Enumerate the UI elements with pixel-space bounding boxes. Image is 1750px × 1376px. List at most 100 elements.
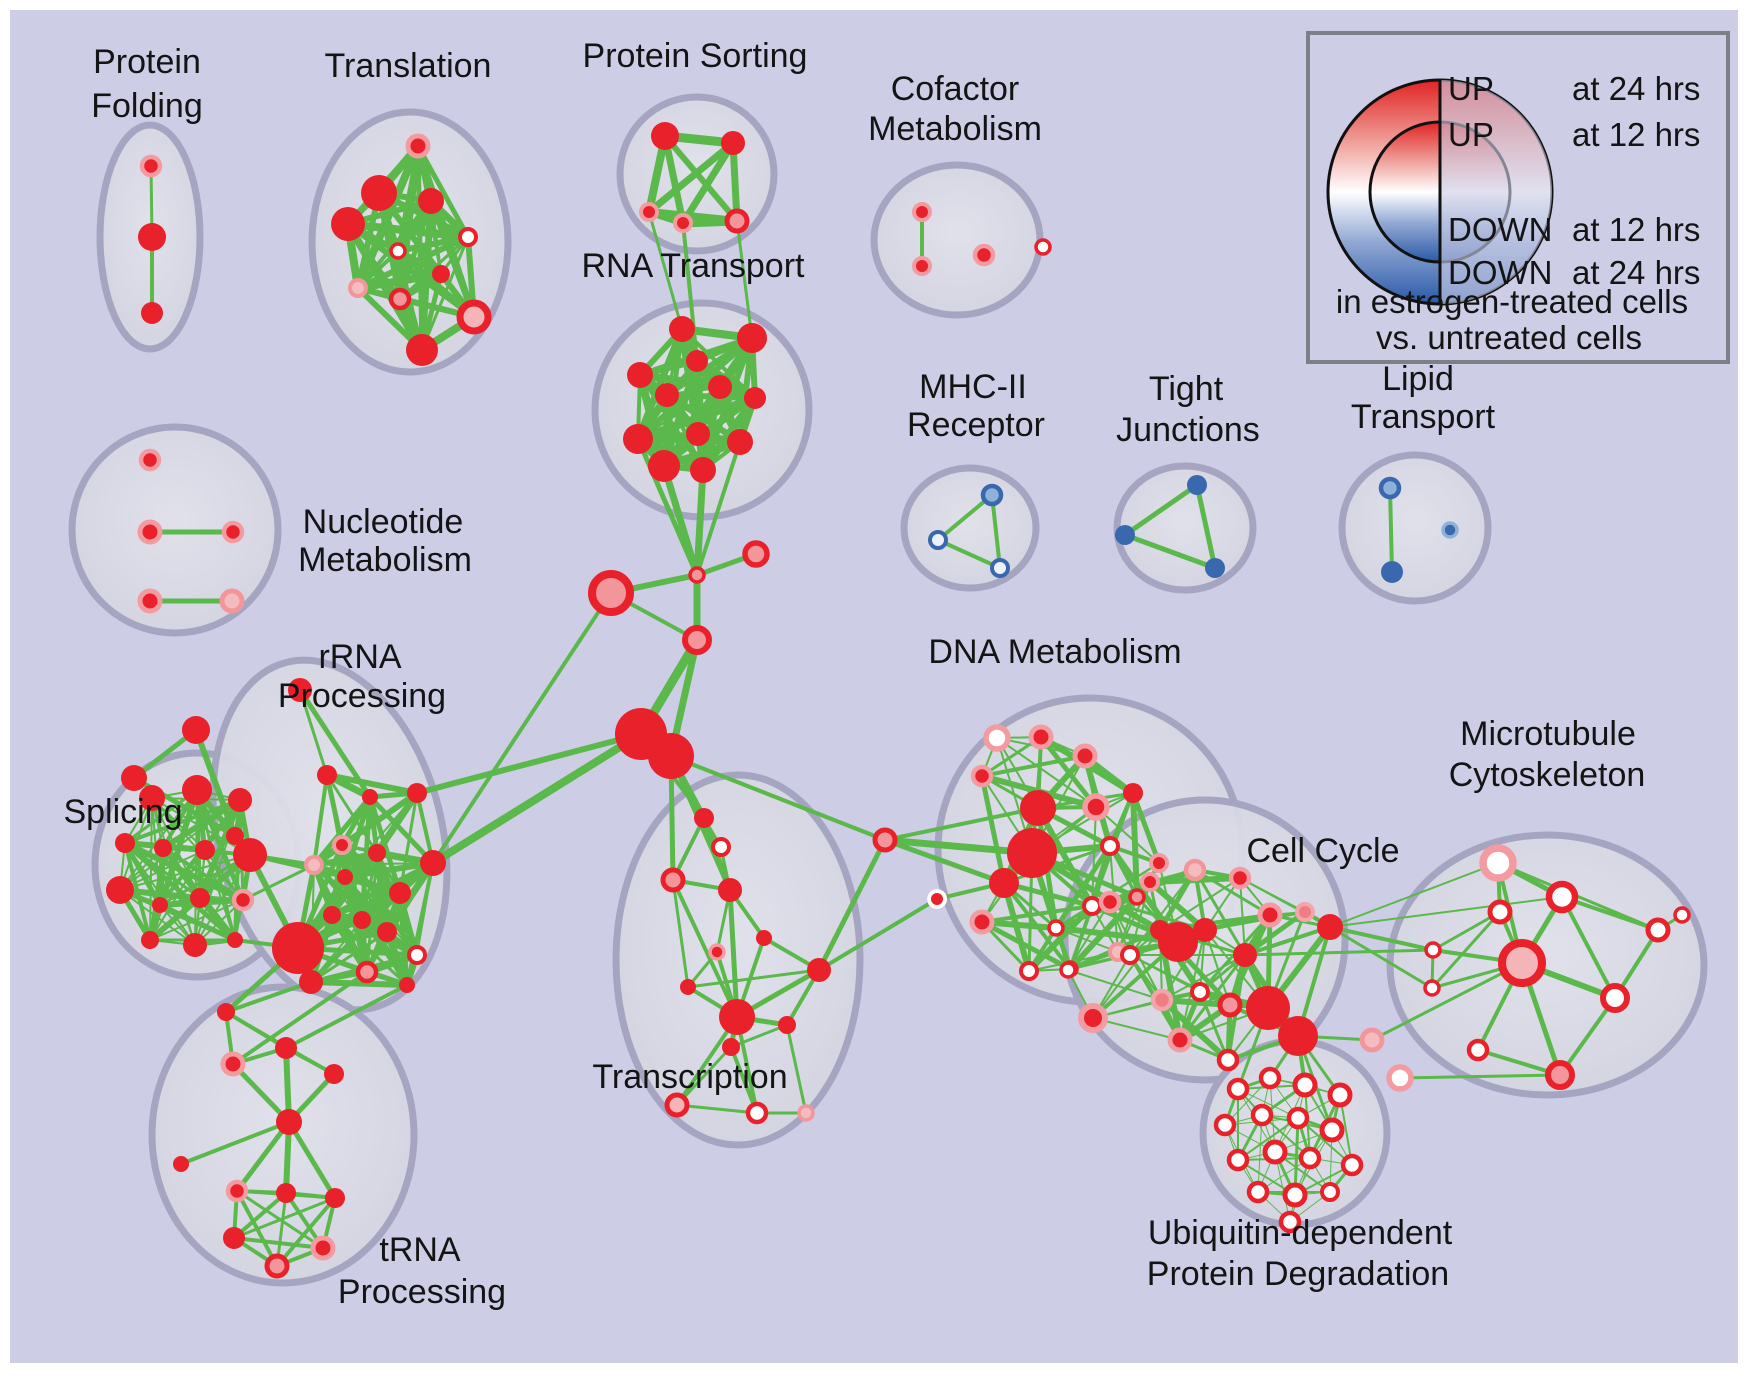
network-edge xyxy=(295,731,644,951)
network-node xyxy=(182,716,210,744)
network-node xyxy=(223,1227,245,1249)
network-edge xyxy=(308,979,410,988)
network-edge xyxy=(1242,909,1308,958)
network-edge xyxy=(1257,1114,1263,1193)
network-node xyxy=(1246,986,1290,1030)
network-edge xyxy=(936,538,1002,570)
network-node xyxy=(686,350,708,372)
network-node xyxy=(389,882,411,904)
network-node xyxy=(407,945,427,965)
network-node xyxy=(138,223,166,251)
network-node xyxy=(1424,941,1442,959)
network-node xyxy=(623,424,653,454)
network-node xyxy=(1673,906,1691,924)
network-node xyxy=(1498,939,1546,987)
network-node xyxy=(1295,902,1315,922)
label-ubiquitin-dependent-protein-degradation: Protein Degradation xyxy=(1147,1255,1449,1293)
network-node xyxy=(727,429,753,455)
label-tight-junctions: Junctions xyxy=(1116,411,1260,449)
network-node xyxy=(660,867,686,893)
network-edge xyxy=(324,772,420,796)
network-node xyxy=(1246,1180,1270,1204)
label-mhc-ii-receptor: MHC-II xyxy=(919,368,1027,406)
label-protein-folding: Protein xyxy=(93,43,201,81)
network-edge xyxy=(1328,925,1434,990)
network-node xyxy=(1228,866,1252,890)
legend-direction-label: DOWN xyxy=(1448,211,1552,248)
network-node xyxy=(190,888,210,908)
network-node xyxy=(1187,475,1207,495)
network-node xyxy=(778,1016,796,1034)
network-edge xyxy=(695,440,742,577)
network-edge xyxy=(635,436,700,578)
network-edge xyxy=(664,392,743,445)
network-node xyxy=(1100,836,1120,856)
network-node xyxy=(1082,793,1110,821)
network-edge xyxy=(1067,969,1163,1001)
network-node xyxy=(152,897,168,913)
legend-box xyxy=(1306,31,1730,364)
network-edge xyxy=(936,493,994,542)
network-node xyxy=(970,764,994,788)
network-edge xyxy=(149,899,244,941)
network-edge xyxy=(980,904,1094,924)
network-node xyxy=(655,383,679,407)
label-trna-processing: tRNA xyxy=(379,1231,461,1269)
network-node xyxy=(304,855,324,875)
network-node xyxy=(1423,979,1441,997)
network-node xyxy=(272,922,324,974)
network-edge xyxy=(1002,844,1112,885)
network-node xyxy=(362,789,378,805)
network-edge xyxy=(675,1045,733,1107)
network-node xyxy=(1150,988,1174,1012)
network-edge xyxy=(882,837,1007,886)
label-rrna-processing: rRNA xyxy=(318,638,401,676)
network-node xyxy=(1120,945,1140,965)
network-node xyxy=(276,1109,302,1135)
network-node xyxy=(721,131,745,155)
network-edge xyxy=(309,930,389,984)
network-edge xyxy=(311,850,380,868)
network-edge xyxy=(1198,990,1230,1062)
network-node xyxy=(325,1188,345,1208)
network-edge xyxy=(1203,910,1307,932)
cluster-microtubule-cytoskeleton xyxy=(1386,831,1708,1099)
network-edge xyxy=(634,394,759,443)
legend-footer: vs. untreated cells xyxy=(1376,319,1642,356)
label-lipid-transport: Transport xyxy=(1351,398,1496,436)
network-node xyxy=(1190,982,1210,1002)
network-node xyxy=(299,970,323,994)
network-node xyxy=(182,775,212,805)
network-node xyxy=(1082,896,1102,916)
network-node xyxy=(139,785,165,811)
network-edge xyxy=(148,896,202,942)
network-edge xyxy=(342,860,436,880)
network-edge xyxy=(979,919,1073,972)
network-edge xyxy=(1129,954,1231,1006)
network-node xyxy=(1292,1072,1318,1098)
network-node xyxy=(275,1037,297,1059)
network-edge xyxy=(1122,532,1218,571)
label-rrna-processing: Processing xyxy=(278,677,446,715)
network-edge xyxy=(727,887,740,1020)
network-node xyxy=(1193,918,1217,942)
label-transcription: Transcription xyxy=(592,1058,787,1096)
network-node xyxy=(724,208,750,234)
network-node xyxy=(225,1179,249,1203)
network-edge xyxy=(686,968,821,989)
network-node xyxy=(138,448,162,472)
network-node xyxy=(1257,902,1283,928)
network-node xyxy=(389,242,407,260)
network-edge xyxy=(1159,877,1241,931)
label-dna-metabolism: DNA Metabolism xyxy=(928,633,1181,671)
network-node xyxy=(1317,914,1343,940)
network-node xyxy=(1319,1117,1345,1143)
network-node xyxy=(990,558,1010,578)
label-microtubule-cytoskeleton: Microtubule xyxy=(1460,715,1636,753)
network-node xyxy=(227,932,243,948)
network-edge xyxy=(671,878,739,1019)
label-cofactor-metabolism: Metabolism xyxy=(868,110,1042,148)
network-edge xyxy=(816,837,888,973)
network-node xyxy=(399,977,415,993)
network-edge xyxy=(179,1120,291,1166)
